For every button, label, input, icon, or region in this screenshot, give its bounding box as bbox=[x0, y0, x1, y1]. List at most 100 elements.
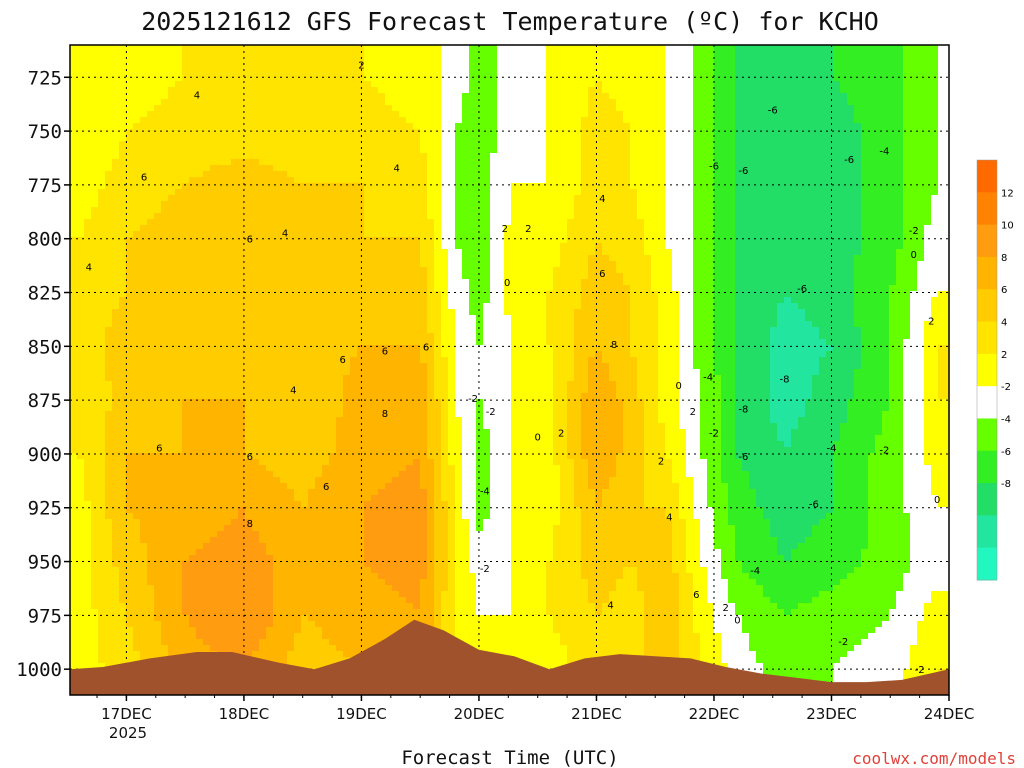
temperature-cell bbox=[315, 399, 323, 406]
temperature-cell bbox=[77, 627, 85, 634]
temperature-cell bbox=[231, 459, 239, 466]
temperature-cell bbox=[308, 279, 316, 286]
temperature-cell bbox=[343, 465, 351, 472]
temperature-cell bbox=[133, 129, 141, 136]
temperature-cell bbox=[343, 261, 351, 268]
temperature-cell bbox=[224, 597, 232, 604]
temperature-cell bbox=[280, 627, 288, 634]
temperature-cell bbox=[294, 333, 302, 340]
temperature-cell bbox=[231, 513, 239, 520]
temperature-cell bbox=[315, 171, 323, 178]
temperature-cell bbox=[301, 405, 309, 412]
temperature-cell bbox=[273, 57, 281, 64]
temperature-cell bbox=[301, 663, 309, 670]
temperature-cell bbox=[154, 111, 162, 118]
temperature-cell bbox=[77, 501, 85, 508]
temperature-cell bbox=[245, 333, 253, 340]
temperature-cell bbox=[217, 105, 225, 112]
temperature-cell bbox=[329, 585, 337, 592]
temperature-cell bbox=[287, 543, 295, 550]
temperature-cell bbox=[182, 489, 190, 496]
temperature-cell bbox=[182, 207, 190, 214]
temperature-cell bbox=[287, 375, 295, 382]
temperature-cell bbox=[189, 123, 197, 130]
temperature-cell bbox=[196, 249, 204, 256]
temperature-cell bbox=[294, 57, 302, 64]
temperature-cell bbox=[217, 285, 225, 292]
temperature-cell bbox=[224, 69, 232, 76]
temperature-cell bbox=[343, 213, 351, 220]
temperature-cell bbox=[301, 297, 309, 304]
temperature-cell bbox=[329, 627, 337, 634]
temperature-cell bbox=[259, 117, 267, 124]
temperature-cell bbox=[259, 285, 267, 292]
temperature-cell bbox=[210, 129, 218, 136]
temperature-cell bbox=[189, 207, 197, 214]
temperature-cell bbox=[98, 393, 106, 400]
temperature-cell bbox=[154, 279, 162, 286]
temperature-cell bbox=[112, 279, 120, 286]
temperature-cell bbox=[203, 75, 211, 82]
temperature-cell bbox=[175, 537, 183, 544]
temperature-cell bbox=[266, 123, 274, 130]
temperature-cell bbox=[266, 549, 274, 556]
temperature-cell bbox=[126, 501, 134, 508]
temperature-cell bbox=[112, 219, 120, 226]
temperature-cell bbox=[294, 399, 302, 406]
temperature-cell bbox=[196, 339, 204, 346]
temperature-cell bbox=[364, 225, 372, 232]
temperature-cell bbox=[203, 201, 211, 208]
temperature-cell bbox=[371, 159, 379, 166]
temperature-cell bbox=[182, 381, 190, 388]
temperature-cell bbox=[119, 609, 127, 616]
temperature-cell bbox=[217, 141, 225, 148]
temperature-cell bbox=[259, 165, 267, 172]
temperature-cell bbox=[322, 231, 330, 238]
temperature-cell bbox=[147, 291, 155, 298]
temperature-cell bbox=[203, 591, 211, 598]
temperature-cell bbox=[210, 627, 218, 634]
temperature-cell bbox=[175, 243, 183, 250]
temperature-cell bbox=[287, 249, 295, 256]
temperature-cell bbox=[217, 261, 225, 268]
temperature-cell bbox=[329, 189, 337, 196]
temperature-cell bbox=[126, 477, 134, 484]
temperature-cell bbox=[210, 69, 218, 76]
temperature-cell bbox=[357, 51, 365, 58]
temperature-cell bbox=[231, 525, 239, 532]
temperature-cell bbox=[77, 327, 85, 334]
temperature-cell bbox=[273, 105, 281, 112]
temperature-cell bbox=[336, 471, 344, 478]
temperature-cell bbox=[322, 525, 330, 532]
temperature-cell bbox=[161, 177, 169, 184]
temperature-cell bbox=[217, 75, 225, 82]
temperature-cell bbox=[182, 117, 190, 124]
temperature-cell bbox=[294, 561, 302, 568]
temperature-cell bbox=[280, 453, 288, 460]
temperature-cell bbox=[252, 501, 260, 508]
temperature-cell bbox=[343, 237, 351, 244]
temperature-cell bbox=[315, 459, 323, 466]
temperature-cell bbox=[371, 219, 379, 226]
temperature-cell bbox=[280, 345, 288, 352]
temperature-cell bbox=[112, 297, 120, 304]
temperature-cell bbox=[140, 435, 148, 442]
temperature-cell bbox=[140, 489, 148, 496]
temperature-cell bbox=[203, 321, 211, 328]
temperature-cell bbox=[322, 483, 330, 490]
temperature-cell bbox=[210, 603, 218, 610]
temperature-cell bbox=[105, 357, 113, 364]
temperature-cell bbox=[315, 303, 323, 310]
temperature-cell bbox=[231, 609, 239, 616]
temperature-cell bbox=[203, 513, 211, 520]
temperature-cell bbox=[378, 345, 386, 352]
temperature-cell bbox=[315, 381, 323, 388]
temperature-cell bbox=[357, 339, 365, 346]
temperature-cell bbox=[329, 159, 337, 166]
temperature-cell bbox=[259, 129, 267, 136]
temperature-cell bbox=[147, 495, 155, 502]
temperature-cell bbox=[329, 543, 337, 550]
temperature-cell bbox=[182, 495, 190, 502]
temperature-cell bbox=[259, 375, 267, 382]
temperature-cell bbox=[252, 435, 260, 442]
